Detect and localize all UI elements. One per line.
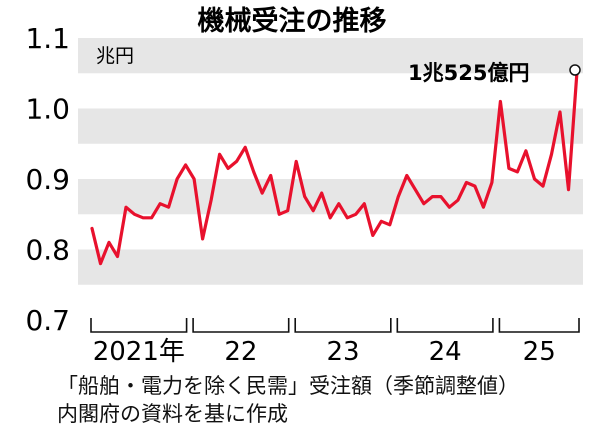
series-line [90,69,579,266]
x-axis-labels: 2021年 22 23 24 25 [93,337,556,367]
latest-value-annotation: 1兆525億円 [408,61,529,85]
x-axis-brackets [90,318,580,333]
year-bracket [294,318,392,333]
caption-line-2: 内閣府の資料を基に作成 [57,402,288,426]
y-tick-label: 0.9 [25,163,70,196]
grid-band [78,249,583,285]
grid-band [78,108,583,144]
latest-point-marker [569,64,581,76]
year-bracket [396,318,494,333]
year-label: 22 [224,337,257,367]
year-label: 23 [326,337,359,367]
y-tick-label: 1.1 [25,22,70,55]
year-label: 2021年 [93,337,185,367]
unit-label: 兆円 [96,45,134,67]
chart-title: 機械受注の推移 [198,5,387,37]
y-axis-ticks: 0.7 0.8 0.9 1.0 1.1 [25,22,70,337]
year-label: 24 [429,337,462,367]
year-bracket [498,318,580,333]
grid-band [78,179,583,215]
y-tick-label: 0.7 [25,304,70,337]
year-bracket [90,318,188,333]
grid-band [78,38,583,74]
year-label: 25 [523,337,556,367]
y-tick-label: 0.8 [25,234,70,267]
y-tick-label: 1.0 [25,93,70,126]
caption-line-1: 「船舶・電力を除く民需」受注額（季節調整値） [57,374,519,398]
year-bracket [192,318,290,333]
